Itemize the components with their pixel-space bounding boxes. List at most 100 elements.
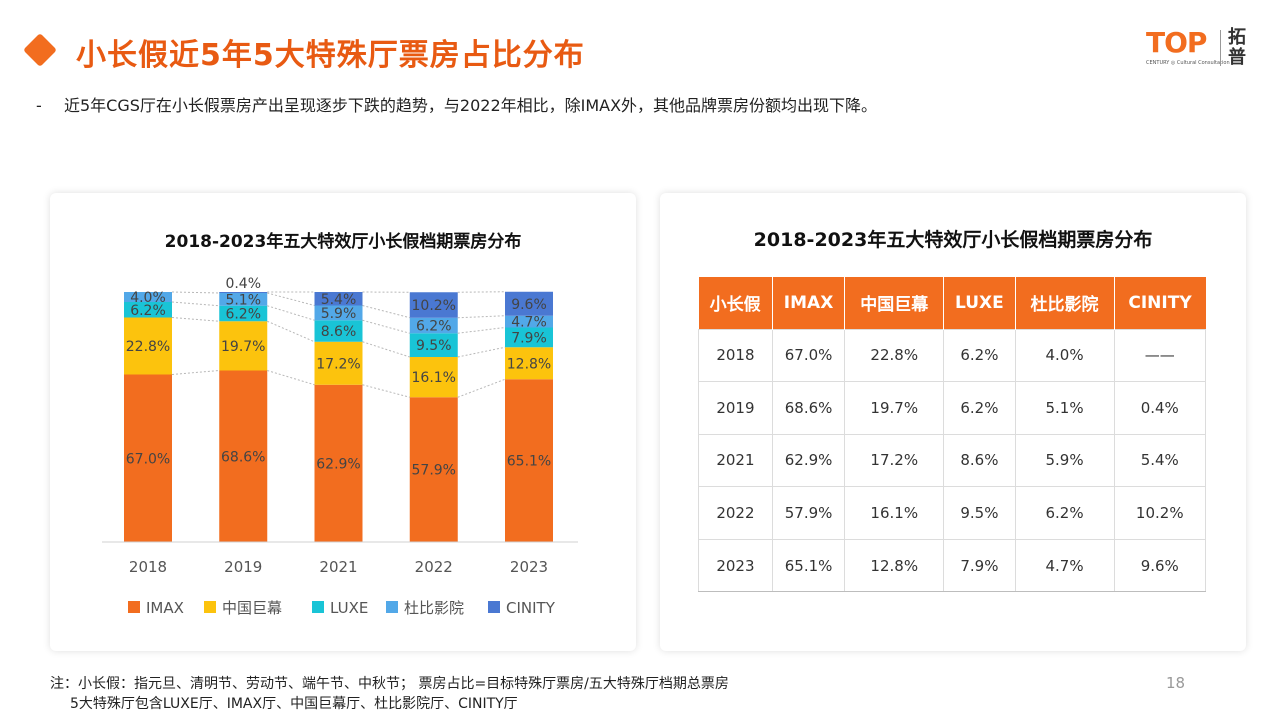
table-cell: 5.1%: [1014, 381, 1115, 435]
table-cell: 8.6%: [943, 433, 1016, 488]
page-number: 18: [1166, 674, 1186, 692]
share-table: 小长假 IMAX 中国巨幕 LUXE 杜比影院 CINITY 2018 67.0…: [698, 277, 1207, 593]
logo-divider: [1220, 30, 1221, 66]
table-cell: 67.0%: [771, 328, 846, 383]
summary-text: 近5年CGS厅在小长假票房产出呈现逐步下跌的趋势，与2022年相比，除IMAX外…: [64, 96, 878, 115]
table-header-row: 小长假 IMAX 中国巨幕 LUXE 杜比影院 CINITY: [698, 277, 1206, 329]
table-cell: 16.1%: [844, 486, 945, 540]
series-connector-line: [171, 370, 220, 375]
bullet-dash: -: [36, 96, 42, 115]
footnote: 注：小长假：指元旦、清明节、劳动节、端午节、中秋节； 票房占比=目标特殊厅票房/…: [50, 674, 729, 714]
data-label: 67.0%: [126, 451, 170, 467]
series-connector-line: [267, 320, 315, 343]
bar-segment: [314, 384, 363, 542]
table-cell: 6.2%: [943, 328, 1016, 383]
bar-segment: [314, 341, 363, 385]
table-row: 2022 57.9% 16.1% 9.5% 6.2% 10.2%: [698, 486, 1207, 540]
bar-segment: [124, 317, 172, 375]
series-connector-line: [457, 378, 506, 398]
data-label: 12.8%: [507, 356, 551, 372]
bar-segment: [505, 291, 553, 316]
data-label: 68.6%: [221, 449, 265, 465]
table-cell: 19.7%: [844, 381, 945, 435]
chart-panel: 67.0% 22.8% 6.2% 4.0% 68.6% 19.7% 6.2% 5.1% 0.4%…: [50, 193, 636, 651]
series-connector-line: [267, 370, 315, 386]
table-row: 2023 65.1% 12.8% 7.9% 4.7% 9.6%: [698, 538, 1207, 593]
logo-chinese-2: 普: [1228, 47, 1246, 68]
series-connector-line: [267, 292, 315, 306]
table-cell: ——: [1113, 328, 1207, 383]
legend-label: CINITY: [506, 599, 556, 617]
table-cell: 2022: [698, 486, 773, 540]
legend-swatch: [386, 601, 398, 613]
x-tick-label: 2021: [319, 558, 357, 576]
data-label: 9.6%: [511, 297, 547, 313]
series-connector-line: [171, 301, 220, 307]
table-cell: 6.2%: [943, 381, 1016, 435]
table-cell: 7.9%: [943, 538, 1016, 593]
table-cell: 4.0%: [1014, 328, 1115, 383]
data-label: 22.8%: [126, 339, 170, 355]
table-cell: 6.2%: [1014, 486, 1115, 540]
header-cell: 中国巨幕: [844, 277, 945, 329]
data-label: 6.2%: [225, 307, 261, 323]
data-label: 8.6%: [321, 324, 357, 340]
bar-segment: [124, 292, 172, 302]
data-label: 4.0%: [130, 290, 166, 306]
bar-segment: [409, 317, 458, 334]
data-label: 57.9%: [412, 463, 456, 479]
table-row: 2018 67.0% 22.8% 6.2% 4.0% ——: [698, 328, 1207, 383]
legend-label: 杜比影院: [404, 599, 464, 617]
table-cell: 5.9%: [1014, 433, 1115, 488]
table-cell: 12.8%: [844, 538, 945, 593]
legend-label: 中国巨幕: [222, 599, 282, 617]
bar-segment: [219, 305, 268, 322]
logo-subtitle: CENTURY ◎ Cultural Consultation: [1146, 60, 1230, 66]
brand-logo: TOP CENTURY ◎ Cultural Consultation 拓 普: [1146, 26, 1254, 70]
header-cell: IMAX: [772, 277, 846, 329]
data-label: 62.9%: [316, 456, 360, 472]
data-label: 19.7%: [221, 339, 265, 355]
bar-segment: [505, 327, 553, 348]
data-label: 16.1%: [412, 370, 456, 386]
header-cell: 杜比影院: [1015, 277, 1115, 329]
table-cell: 2023: [698, 538, 773, 593]
table-cell: 65.1%: [771, 538, 846, 593]
data-label: 5.4%: [321, 292, 357, 308]
bar-segment: [314, 305, 363, 321]
table-cell: 9.6%: [1113, 538, 1207, 593]
summary-bullet: - 近5年CGS厅在小长假票房产出呈现逐步下跌的趋势，与2022年相比，除IMAX…: [36, 92, 877, 116]
data-label: 7.9%: [511, 330, 547, 346]
data-label: 5.1%: [225, 292, 261, 308]
series-connector-line: [362, 305, 410, 319]
table-row: 2019 68.6% 19.7% 6.2% 5.1% 0.4%: [698, 381, 1207, 435]
table-cell: 9.5%: [943, 486, 1016, 540]
legend-swatch: [488, 601, 500, 613]
data-label: 5.9%: [321, 306, 357, 322]
table-cell: 57.9%: [771, 486, 846, 540]
footnote-line-1: 注：小长假：指元旦、清明节、劳动节、端午节、中秋节； 票房占比=目标特殊厅票房/…: [50, 676, 729, 692]
series-connector-line: [362, 384, 410, 398]
table-cell: 0.4%: [1113, 381, 1207, 435]
table-cell: 4.7%: [1014, 538, 1115, 593]
bar-segment: [219, 370, 268, 542]
stacked-bar-chart: 67.0%22.8%6.2%4.0%68.6%19.7%6.2%5.1%0.4%…: [102, 276, 578, 617]
bar-segment: [314, 320, 363, 342]
table-cell: 2021: [698, 433, 773, 488]
bar-segment: [505, 315, 553, 328]
bar-segment: [219, 292, 268, 293]
header-cell: CINITY: [1114, 277, 1206, 329]
data-label: 6.2%: [416, 319, 452, 335]
table-cell: 2018: [698, 328, 773, 383]
series-connector-line: [362, 341, 410, 358]
footnote-line-2: 5大特殊厅包含LUXE厅、IMAX厅、中国巨幕厅、杜比影院厅、CINITY厅: [70, 696, 518, 712]
x-tick-label: 2022: [415, 558, 453, 576]
legend-label: IMAX: [146, 599, 184, 617]
data-label: 4.7%: [511, 315, 547, 331]
data-label: 65.1%: [507, 454, 551, 470]
table-panel: 2018-2023年五大特效厅小长假档期票房分布 小长假 IMAX 中国巨幕 L…: [660, 193, 1246, 651]
bar-segment: [409, 397, 458, 542]
logo-mark: TOP: [1146, 26, 1207, 59]
data-label: 6.2%: [130, 303, 166, 319]
title-diamond-icon: [23, 33, 57, 67]
